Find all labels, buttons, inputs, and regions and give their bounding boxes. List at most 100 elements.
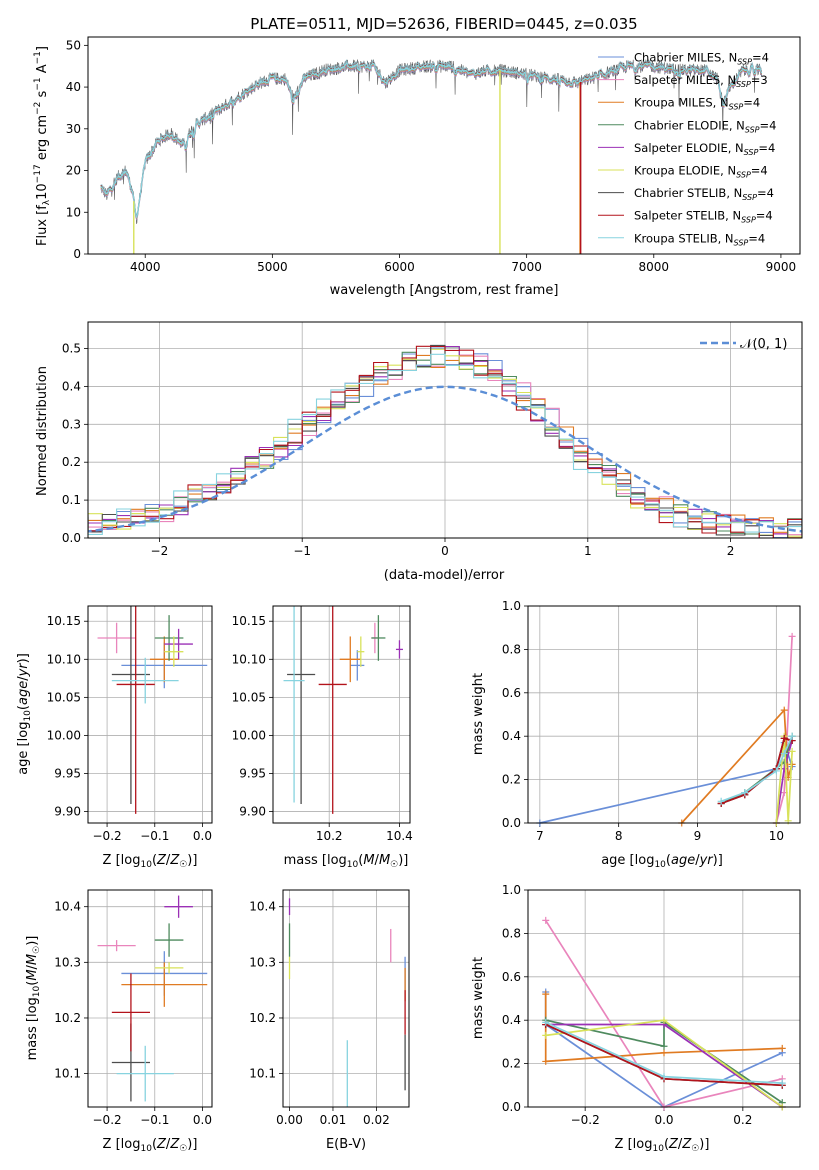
spectrum-ytick-label: 20 bbox=[66, 164, 81, 178]
weight-vs-Z-ytick-label: 0.0 bbox=[502, 1100, 521, 1114]
spectrum-ylabel: Flux [fλ10−17 erg cm−2 s−1 A−1] bbox=[33, 46, 52, 246]
age-vs-Z-xtick-label: −0.2 bbox=[93, 829, 122, 843]
mass-vs-extinction-frame bbox=[282, 889, 410, 1108]
mass-vs-extinction-panel: 0.00 0.01 0.02 10.1 10.2 10.3 10.4 E(B-V) bbox=[249, 889, 410, 1152]
age-vs-mass-ytick-label: 10.00 bbox=[232, 728, 266, 742]
spectrum-xtick-label: 7000 bbox=[511, 260, 542, 274]
weight-vs-metallicity-ylabel: mass weight bbox=[471, 957, 486, 1039]
mass-vs-metallicity-ylabel: mass [log10(M/M☉)] bbox=[25, 936, 42, 1061]
weight-point-marker bbox=[542, 1057, 550, 1065]
weight-vs-age-ytick-label: 0.4 bbox=[502, 729, 521, 743]
weight-point-marker bbox=[660, 1073, 668, 1081]
age-vs-mass-frame bbox=[272, 605, 411, 824]
spectrum-ytick-label: 50 bbox=[66, 38, 81, 52]
mass-vs-EBV-errorbars bbox=[288, 898, 406, 1107]
mass-vs-metallicity-frame bbox=[87, 889, 213, 1108]
model-spectrum-line bbox=[100, 58, 763, 216]
weight-vs-age-ytick-label: 0.2 bbox=[502, 773, 521, 787]
weight-vs-age-xlabel: age [log10(age/yr)] bbox=[601, 853, 723, 870]
histogram-ytick-label: 0.2 bbox=[62, 455, 81, 469]
model-spectrum-line-top bbox=[100, 60, 763, 219]
weight-vs-age-lines bbox=[536, 632, 796, 827]
weight-vs-age-panel: 7 8 9 10 0.0 0.2 0.4 0.6 0.8 1.0 age [log10(age/y… bbox=[471, 599, 801, 870]
weight-point-marker bbox=[778, 1044, 786, 1052]
legend-entry-6: Chabrier STELIB, NSSP=4 bbox=[634, 186, 774, 202]
mass-vs-extinction-xlabel: E(B-V) bbox=[326, 1137, 366, 1152]
histogram-frame bbox=[87, 321, 803, 539]
age-vs-Z-ytick-label: 10.15 bbox=[47, 614, 81, 628]
age-vs-mass-plot-area: 10.2 10.4 9.90 9.95 10.00 10.05 10.10 10.15 bbox=[232, 606, 413, 843]
age-vs-mass-ytick-label: 9.95 bbox=[239, 767, 266, 781]
legend-entry-8: Kroupa STELIB, NSSP=4 bbox=[634, 231, 765, 247]
weight-point-marker bbox=[778, 1079, 786, 1087]
histogram-ytick-label: 0.3 bbox=[62, 417, 81, 431]
weight-point-marker bbox=[788, 732, 796, 740]
legend-entry-0: Chabrier MILES, NSSP=4 bbox=[634, 51, 769, 67]
spectrum-xtick-label: 4000 bbox=[130, 260, 161, 274]
mass-vs-Z-xtick-label: −0.2 bbox=[93, 1113, 122, 1127]
weight-vs-age-xtick-label: 8 bbox=[615, 829, 623, 843]
age-vs-Z-xtick-label: 0.0 bbox=[193, 829, 212, 843]
weight-vs-Z-ytick-label: 0.4 bbox=[502, 1013, 521, 1027]
histogram-xtick-label: −2 bbox=[151, 544, 169, 558]
age-vs-Z-ytick-label: 10.00 bbox=[47, 728, 81, 742]
legend-entry-5: Kroupa ELODIE, NSSP=4 bbox=[634, 164, 768, 180]
weight-vs-Z-xtick-label: 0.2 bbox=[733, 1113, 752, 1127]
weight-point-marker bbox=[660, 1016, 668, 1024]
weight-point-marker bbox=[660, 1049, 668, 1057]
weight-series-line bbox=[681, 708, 793, 824]
weight-vs-age-ytick-label: 0.8 bbox=[502, 642, 521, 656]
mass-vs-EBV-ytick-label: 10.2 bbox=[249, 1011, 276, 1025]
age-vs-metallicity-plot-area: −0.2 −0.1 0.0 9.90 9.95 10.00 10.05 10.10 10.15 bbox=[47, 606, 212, 843]
mass-vs-extinction-plot-area: 0.00 0.01 0.02 10.1 10.2 10.3 10.4 bbox=[249, 890, 409, 1127]
weight-point-marker bbox=[772, 767, 780, 775]
mass-vs-Z-ytick-label: 10.3 bbox=[54, 955, 81, 969]
weight-vs-age-xtick-label: 9 bbox=[694, 829, 702, 843]
weight-vs-metallicity-frame bbox=[527, 889, 801, 1108]
age-vs-Z-errorbars bbox=[97, 606, 208, 814]
histogram-ytick-label: 0.4 bbox=[62, 379, 81, 393]
age-vs-Z-ytick-label: 9.90 bbox=[54, 805, 81, 819]
weight-vs-Z-lines bbox=[542, 916, 786, 1111]
spectrum-ytick-label: 30 bbox=[66, 122, 81, 136]
spectrum-plot-area: 4000 5000 6000 7000 8000 9000 0 10 20 30 40 50 bbox=[66, 38, 796, 274]
histogram-ytick-label: 0.5 bbox=[62, 342, 81, 356]
histogram-xtick-label: 0 bbox=[441, 544, 449, 558]
mass-vs-metallicity-panel: −0.2 −0.1 0.0 10.1 10.2 10.3 10.4 Z [log10(Z/Z… bbox=[25, 889, 213, 1154]
weight-vs-Z-ytick-label: 1.0 bbox=[502, 883, 521, 897]
spectrum-xtick-label: 6000 bbox=[384, 260, 415, 274]
mass-vs-Z-ytick-label: 10.4 bbox=[54, 900, 81, 914]
spectrum-lines bbox=[100, 58, 763, 254]
age-vs-mass-panel: 10.2 10.4 9.90 9.95 10.00 10.05 10.10 10.15 mas… bbox=[232, 605, 413, 870]
weight-vs-Z-ytick-label: 0.6 bbox=[502, 970, 521, 984]
age-vs-Z-ytick-label: 10.10 bbox=[47, 652, 81, 666]
weight-point-marker bbox=[542, 1018, 550, 1026]
weight-point-marker bbox=[780, 734, 788, 742]
histogram-series bbox=[88, 353, 802, 535]
mass-vs-Z-xtick-label: 0.0 bbox=[193, 1113, 212, 1127]
age-vs-mass-xtick-label: 10.4 bbox=[386, 829, 413, 843]
legend-entry-4: Salpeter ELODIE, NSSP=4 bbox=[634, 141, 775, 157]
age-vs-mass-errorbars bbox=[283, 606, 403, 814]
mass-vs-Z-ytick-label: 10.1 bbox=[54, 1067, 81, 1081]
mass-vs-metallicity-plot-area: −0.2 −0.1 0.0 10.1 10.2 10.3 10.4 bbox=[54, 890, 212, 1127]
age-vs-metallicity-ylabel: age [log10(age/yr)] bbox=[16, 653, 33, 775]
age-vs-mass-xlabel: mass [log10(M/M☉)] bbox=[284, 853, 409, 870]
weight-vs-Z-xtick-label: −0.2 bbox=[571, 1113, 600, 1127]
mass-vs-EBV-xtick-label: 0.00 bbox=[276, 1113, 303, 1127]
age-vs-mass-xtick-label: 10.2 bbox=[316, 829, 343, 843]
histogram-ylabel: Normed distribution bbox=[35, 366, 50, 496]
mass-vs-Z-errorbars bbox=[97, 895, 208, 1102]
age-vs-mass-ytick-label: 10.15 bbox=[232, 614, 266, 628]
weight-vs-age-xtick-label: 10 bbox=[769, 829, 784, 843]
age-vs-Z-xtick-label: −0.1 bbox=[140, 829, 169, 843]
histogram-steps bbox=[88, 344, 802, 538]
mass-vs-EBV-ytick-label: 10.1 bbox=[249, 1067, 276, 1081]
normal-legend-label: 𝒩(0, 1) bbox=[740, 337, 787, 352]
spectrum-xlabel: wavelength [Angstrom, rest frame] bbox=[330, 283, 559, 298]
residual-histogram-panel: −2 −1 0 1 2 0.0 0.1 0.2 0.3 0.4 0.5 𝒩(0, 1) (data-… bbox=[35, 321, 803, 583]
weight-point-marker bbox=[660, 1042, 668, 1050]
mass-vs-EBV-ytick-label: 10.3 bbox=[249, 955, 276, 969]
weight-point-marker bbox=[780, 750, 788, 758]
weight-point-marker bbox=[788, 632, 796, 640]
